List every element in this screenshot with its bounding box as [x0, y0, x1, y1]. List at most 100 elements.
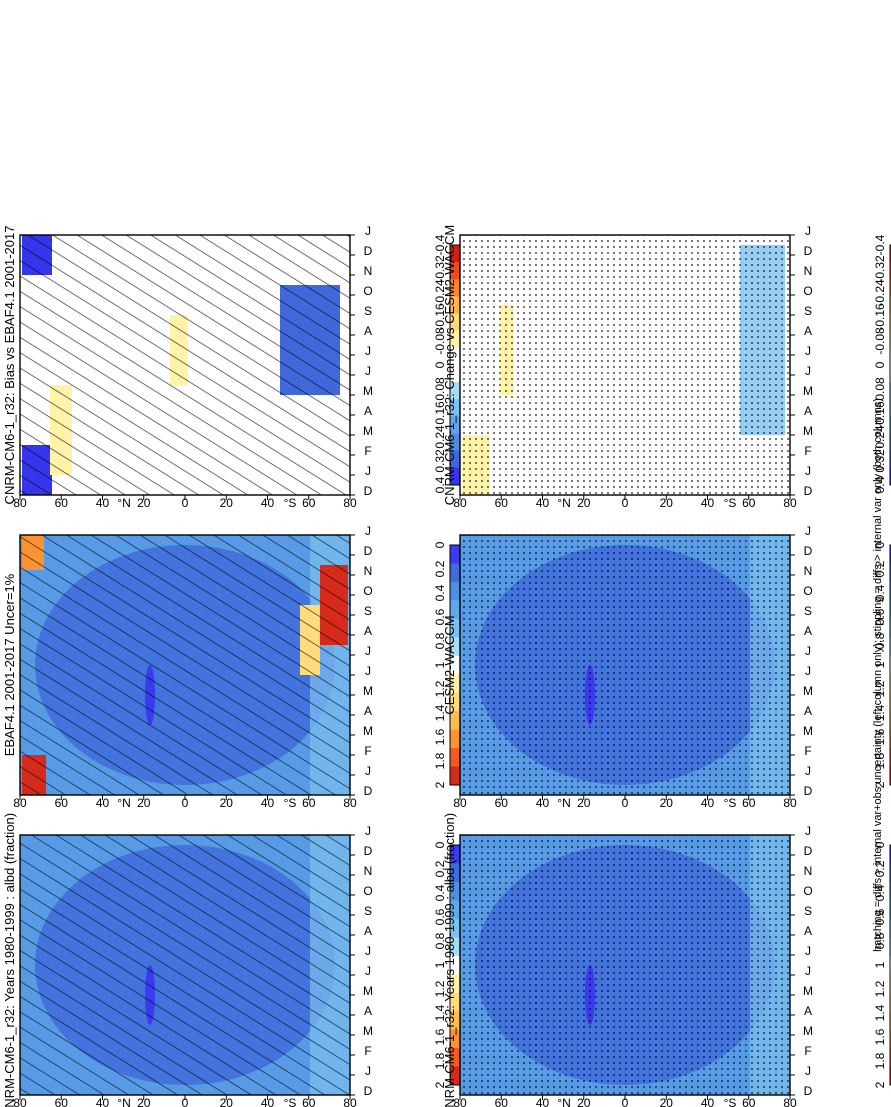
- x-tick-label: O: [363, 284, 372, 298]
- y-tick-label: 40: [701, 1096, 715, 1107]
- x-tick-label: J: [365, 964, 371, 978]
- x-tick-label: O: [803, 584, 812, 598]
- y-tick-label: 80: [13, 1096, 27, 1107]
- colorbar-frame: [889, 844, 891, 1086]
- colorbar-label: 1.2: [433, 680, 447, 697]
- x-tick-label: O: [803, 284, 812, 298]
- colorbar-label: -0.08: [873, 327, 887, 355]
- x-tick-label: S: [804, 604, 812, 618]
- colorbar-label: -0.16: [433, 303, 447, 331]
- x-tick-label: D: [804, 244, 813, 258]
- colorbar-label: 1.6: [873, 1028, 887, 1045]
- stippling-overlay: [460, 235, 790, 495]
- colorbar-label: 0.32: [433, 449, 447, 473]
- x-tick-label: D: [364, 544, 373, 558]
- colorbar-label: 0: [873, 541, 887, 548]
- hemisphere-south: °S: [724, 496, 737, 510]
- colorbar-label: 0.16: [873, 401, 887, 425]
- x-tick-label: J: [365, 944, 371, 958]
- colorbar-label: 1.4: [433, 1004, 447, 1021]
- y-tick-label: 40: [261, 1096, 275, 1107]
- y-tick-label: 80: [453, 496, 467, 510]
- x-tick-label: J: [365, 364, 371, 378]
- colorbar-label: 0.8: [873, 632, 887, 649]
- y-tick-label: 40: [701, 796, 715, 810]
- hemisphere-south: °S: [284, 796, 297, 810]
- x-tick-label: J: [365, 224, 371, 238]
- x-tick-label: M: [363, 684, 373, 698]
- x-tick-label: A: [804, 404, 812, 418]
- hemisphere-north: °N: [117, 496, 130, 510]
- colorbar-label: 0.24: [433, 425, 447, 449]
- colorbar-label: 1.8: [433, 752, 447, 769]
- x-tick-label: A: [364, 924, 372, 938]
- colorbar-label: 0.32: [873, 449, 887, 473]
- x-tick-label: J: [805, 644, 811, 658]
- x-tick-label: M: [803, 684, 813, 698]
- x-tick-label: N: [804, 864, 813, 878]
- hatching-overlay: [20, 235, 350, 495]
- colorbar-label: 0.2: [433, 860, 447, 877]
- x-tick-label: J: [805, 1064, 811, 1078]
- x-tick-label: M: [803, 424, 813, 438]
- colorbar-label: 1.4: [873, 1004, 887, 1021]
- panel-title: CNRM-CM6-1_r32: Years 1980-1999 : albd (…: [442, 813, 457, 1107]
- y-tick-label: 40: [96, 796, 110, 810]
- x-tick-label: J: [805, 364, 811, 378]
- x-tick-label: J: [805, 944, 811, 958]
- colorbar-label: 0.2: [873, 860, 887, 877]
- colorbar-label: 1.8: [873, 1052, 887, 1069]
- colorbar-label: 0: [433, 361, 447, 368]
- hemisphere-north: °N: [557, 496, 570, 510]
- panel-title: CNRM-CM6-1_r32: Years 1980-1999 : albd (…: [2, 813, 17, 1107]
- x-tick-label: A: [364, 324, 372, 338]
- colorbar-label: 1.4: [873, 704, 887, 721]
- x-tick-label: M: [363, 1024, 373, 1038]
- colorbar-label: 2: [873, 781, 887, 788]
- y-tick-label: 0: [622, 1096, 629, 1107]
- colorbar-label: 0.4: [873, 476, 887, 493]
- x-tick-label: N: [804, 564, 813, 578]
- x-tick-label: D: [364, 844, 373, 858]
- stippling-overlay: [460, 535, 790, 795]
- x-tick-label: D: [364, 1084, 373, 1098]
- y-tick-label: 80: [343, 1096, 357, 1107]
- colorbar-label: 1: [873, 661, 887, 668]
- y-tick-label: 40: [96, 1096, 110, 1107]
- colorbar-label: 0: [433, 841, 447, 848]
- x-tick-label: M: [363, 724, 373, 738]
- panel-title: CNRM-CM6-1_r32: Bias vs EBAF4.1 2001-201…: [2, 226, 17, 505]
- colorbar-label: -0.32: [873, 255, 887, 283]
- colorbar-label: -0.4: [873, 234, 887, 255]
- colorbar-label: -0.08: [433, 327, 447, 355]
- y-tick-label: 60: [302, 496, 316, 510]
- x-tick-label: N: [364, 564, 373, 578]
- x-tick-label: N: [364, 864, 373, 878]
- hemisphere-north: °N: [557, 1096, 570, 1107]
- colorbar-label: 1.6: [433, 1028, 447, 1045]
- x-tick-label: J: [805, 824, 811, 838]
- y-tick-label: 20: [577, 1096, 591, 1107]
- x-tick-label: J: [365, 824, 371, 838]
- x-tick-label: J: [805, 224, 811, 238]
- hatching-overlay: [20, 535, 350, 795]
- x-tick-label: J: [365, 644, 371, 658]
- colorbar-label: 0.08: [873, 377, 887, 401]
- x-tick-label: J: [365, 464, 371, 478]
- x-tick-label: A: [364, 704, 372, 718]
- colorbar-label: 2: [433, 1081, 447, 1088]
- hemisphere-south: °S: [724, 1096, 737, 1107]
- y-tick-label: 0: [622, 796, 629, 810]
- x-tick-label: A: [804, 924, 812, 938]
- y-tick-label: 20: [220, 796, 234, 810]
- y-tick-label: 20: [577, 796, 591, 810]
- hemisphere-south: °S: [284, 496, 297, 510]
- x-tick-label: F: [364, 1044, 371, 1058]
